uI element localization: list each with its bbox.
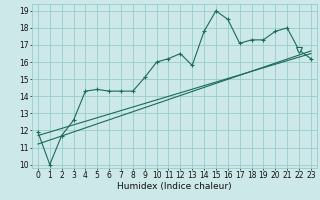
X-axis label: Humidex (Indice chaleur): Humidex (Indice chaleur) — [117, 182, 232, 191]
